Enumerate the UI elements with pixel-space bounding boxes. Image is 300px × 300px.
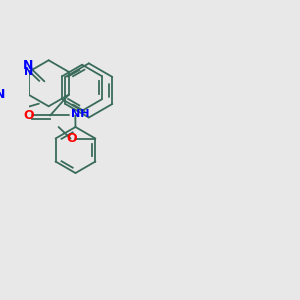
Text: N: N — [22, 59, 33, 72]
Text: N: N — [0, 88, 5, 100]
Text: O: O — [67, 132, 77, 145]
Text: O: O — [24, 109, 34, 122]
Text: NH: NH — [71, 109, 90, 119]
Text: N: N — [24, 67, 33, 77]
